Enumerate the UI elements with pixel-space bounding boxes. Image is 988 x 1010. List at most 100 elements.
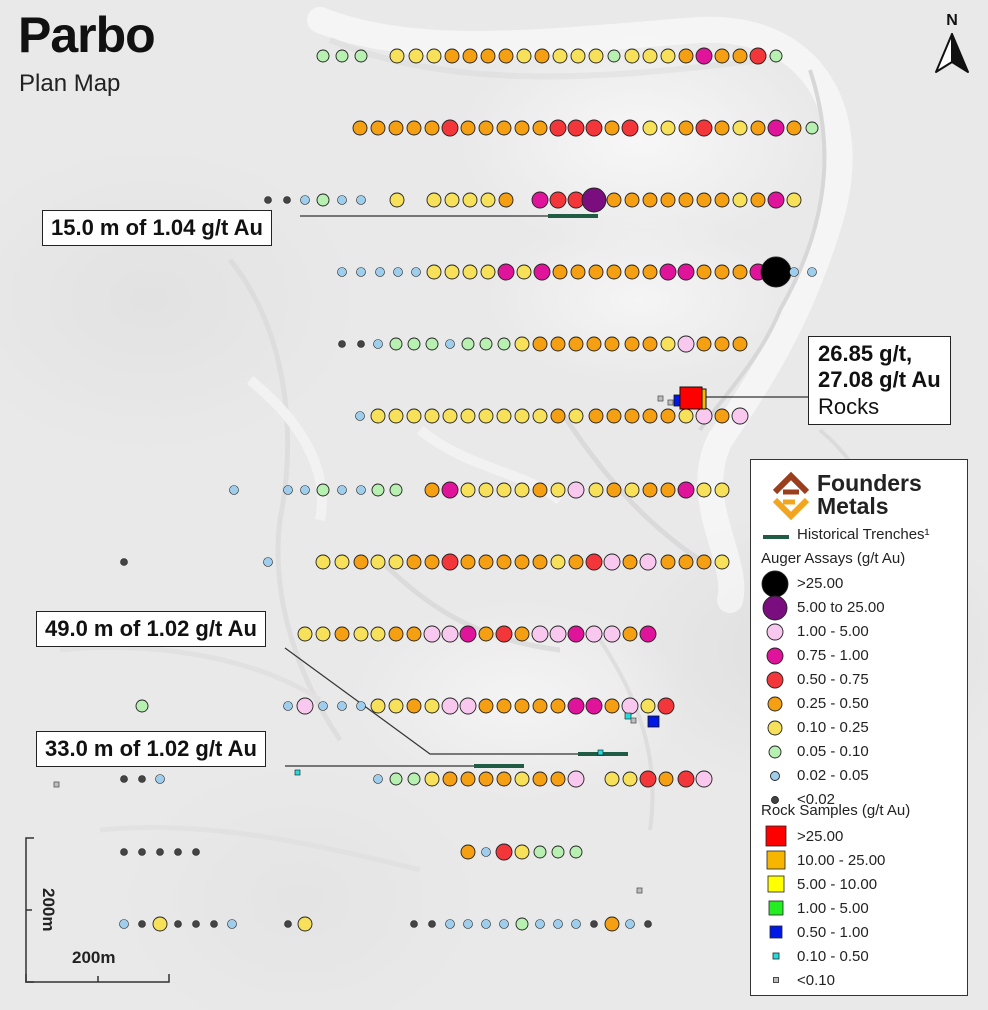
auger-sample-point[interactable] — [531, 625, 549, 643]
auger-sample-point[interactable] — [498, 192, 514, 208]
auger-sample-point[interactable] — [463, 919, 473, 929]
auger-sample-point[interactable] — [607, 49, 621, 63]
auger-sample-point[interactable] — [496, 482, 512, 498]
auger-sample-point[interactable] — [604, 336, 620, 352]
auger-sample-point[interactable] — [585, 553, 603, 571]
auger-sample-point[interactable] — [334, 554, 350, 570]
auger-sample-point[interactable] — [357, 340, 365, 348]
auger-sample-point[interactable] — [478, 626, 494, 642]
auger-sample-point[interactable] — [657, 697, 675, 715]
auger-sample-point[interactable] — [480, 48, 496, 64]
auger-sample-point[interactable] — [642, 336, 658, 352]
auger-sample-point[interactable] — [789, 267, 799, 277]
auger-sample-point[interactable] — [533, 845, 547, 859]
auger-sample-point[interactable] — [356, 195, 366, 205]
auger-sample-point[interactable] — [478, 554, 494, 570]
auger-sample-point[interactable] — [640, 698, 656, 714]
auger-sample-point[interactable] — [760, 256, 792, 288]
auger-sample-point[interactable] — [531, 191, 549, 209]
auger-sample-point[interactable] — [297, 916, 313, 932]
auger-sample-point[interactable] — [732, 336, 748, 352]
auger-sample-point[interactable] — [497, 337, 511, 351]
auger-sample-point[interactable] — [370, 408, 386, 424]
auger-sample-point[interactable] — [388, 120, 404, 136]
auger-sample-point[interactable] — [478, 120, 494, 136]
auger-sample-point[interactable] — [621, 119, 639, 137]
auger-sample-point[interactable] — [120, 775, 128, 783]
auger-sample-point[interactable] — [678, 554, 694, 570]
auger-sample-point[interactable] — [660, 482, 676, 498]
auger-sample-point[interactable] — [514, 336, 530, 352]
auger-sample-point[interactable] — [444, 48, 460, 64]
auger-sample-point[interactable] — [337, 701, 347, 711]
auger-sample-point[interactable] — [297, 626, 313, 642]
auger-sample-point[interactable] — [639, 553, 657, 571]
auger-sample-point[interactable] — [550, 336, 566, 352]
auger-sample-point[interactable] — [210, 920, 218, 928]
auger-sample-point[interactable] — [624, 408, 640, 424]
auger-sample-point[interactable] — [639, 770, 657, 788]
auger-sample-point[interactable] — [389, 48, 405, 64]
auger-sample-point[interactable] — [283, 485, 293, 495]
auger-sample-point[interactable] — [714, 554, 730, 570]
auger-sample-point[interactable] — [444, 264, 460, 280]
auger-sample-point[interactable] — [514, 482, 530, 498]
auger-sample-point[interactable] — [624, 48, 640, 64]
rock-sample[interactable] — [597, 749, 604, 756]
auger-sample-point[interactable] — [496, 120, 512, 136]
auger-sample-point[interactable] — [621, 697, 639, 715]
auger-sample-point[interactable] — [192, 920, 200, 928]
auger-sample-point[interactable] — [442, 408, 458, 424]
auger-sample-point[interactable] — [696, 482, 712, 498]
auger-sample-point[interactable] — [338, 340, 346, 348]
auger-sample-point[interactable] — [532, 336, 548, 352]
auger-sample-point[interactable] — [677, 770, 695, 788]
auger-sample-point[interactable] — [389, 483, 403, 497]
auger-sample-point[interactable] — [352, 120, 368, 136]
auger-sample-point[interactable] — [660, 408, 676, 424]
auger-sample-point[interactable] — [227, 919, 237, 929]
auger-sample-point[interactable] — [335, 49, 349, 63]
auger-sample-point[interactable] — [750, 192, 766, 208]
rock-sample[interactable] — [647, 715, 660, 728]
auger-sample-point[interactable] — [550, 554, 566, 570]
auger-sample-point[interactable] — [568, 554, 584, 570]
auger-sample-point[interactable] — [677, 263, 695, 281]
auger-sample-point[interactable] — [514, 554, 530, 570]
rock-sample[interactable] — [667, 399, 674, 406]
rock-sample[interactable] — [53, 781, 60, 788]
auger-sample-point[interactable] — [659, 263, 677, 281]
auger-sample-point[interactable] — [445, 919, 455, 929]
auger-sample-point[interactable] — [389, 337, 403, 351]
auger-sample-point[interactable] — [424, 482, 440, 498]
auger-sample-point[interactable] — [370, 120, 386, 136]
auger-sample-point[interactable] — [461, 337, 475, 351]
auger-sample-point[interactable] — [353, 626, 369, 642]
auger-sample-point[interactable] — [570, 48, 586, 64]
auger-sample-point[interactable] — [441, 119, 459, 137]
auger-sample-point[interactable] — [532, 554, 548, 570]
auger-sample-point[interactable] — [606, 482, 622, 498]
auger-sample-point[interactable] — [714, 120, 730, 136]
auger-sample-point[interactable] — [337, 195, 347, 205]
auger-sample-point[interactable] — [532, 120, 548, 136]
auger-sample-point[interactable] — [622, 771, 638, 787]
auger-sample-point[interactable] — [639, 625, 657, 643]
auger-sample-point[interactable] — [624, 264, 640, 280]
auger-sample-point[interactable] — [622, 554, 638, 570]
auger-sample-point[interactable] — [425, 337, 439, 351]
auger-sample-point[interactable] — [407, 772, 421, 786]
auger-sample-point[interactable] — [514, 120, 530, 136]
auger-sample-point[interactable] — [678, 120, 694, 136]
auger-sample-point[interactable] — [462, 48, 478, 64]
auger-sample-point[interactable] — [535, 919, 545, 929]
auger-sample-point[interactable] — [356, 485, 366, 495]
auger-sample-point[interactable] — [138, 920, 146, 928]
auger-sample-point[interactable] — [533, 263, 551, 281]
auger-sample-point[interactable] — [393, 267, 403, 277]
auger-sample-point[interactable] — [389, 192, 405, 208]
auger-sample-point[interactable] — [229, 485, 239, 495]
auger-sample-point[interactable] — [603, 553, 621, 571]
auger-sample-point[interactable] — [496, 698, 512, 714]
auger-sample-point[interactable] — [316, 193, 330, 207]
